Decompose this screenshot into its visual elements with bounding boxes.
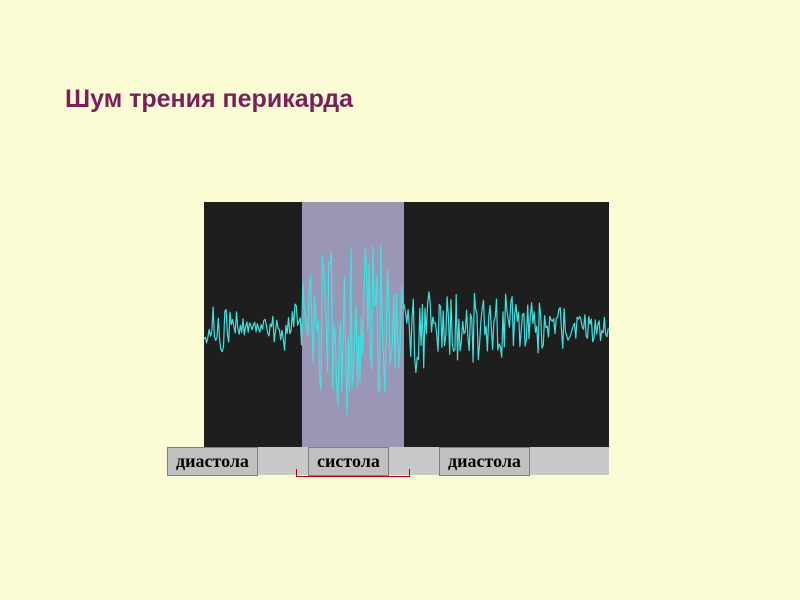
waveform-container: диастола систола диастола xyxy=(204,202,609,475)
red-bracket-marker xyxy=(296,469,410,477)
diastole2-label: диастола xyxy=(439,447,530,476)
waveform-trace xyxy=(204,202,609,447)
diastole1-label: диастола xyxy=(167,447,258,476)
page-title: Шум трения перикарда xyxy=(65,85,353,114)
